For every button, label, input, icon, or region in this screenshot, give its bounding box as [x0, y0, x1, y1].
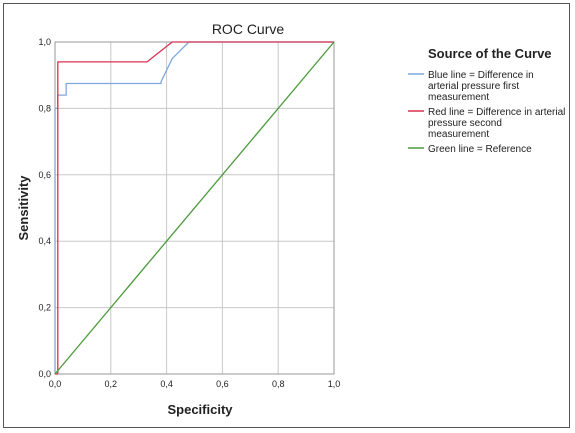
y-tick-label: 1,0 [38, 37, 51, 47]
y-tick-label: 0,2 [38, 303, 51, 313]
blue-roc-line [54, 41, 334, 374]
x-axis-label: Specificity [167, 402, 233, 417]
legend-entry-text: measurement [428, 129, 489, 140]
legend-entry-text: Green line = Reference [428, 144, 532, 155]
y-tick-label: 0,4 [38, 236, 51, 246]
red-roc-line [55, 41, 334, 375]
chart-frame: 0,0 0,2 0,4 0,6 0,8 1,0 0,0 0,2 0,4 0,6 0,8 1,0 ROC… [3, 3, 570, 428]
legend-entry-text: Red line = Difference in arterial [428, 107, 565, 118]
x-tick-label: 0,4 [160, 379, 173, 389]
legend: Source of the Curve Blue line = Differen… [408, 46, 565, 155]
y-tick-label: 0,6 [38, 170, 51, 180]
x-tick-label: 0,6 [216, 379, 229, 389]
x-tick-label: 0,8 [272, 379, 285, 389]
tick-labels: 0,0 0,2 0,4 0,6 0,8 1,0 0,0 0,2 0,4 0,6 0,8 1,0 [38, 37, 340, 389]
grid [55, 42, 334, 374]
x-tick-label: 1,0 [328, 379, 341, 389]
legend-entry-text: pressure second [428, 118, 502, 129]
x-tick-label: 0,2 [105, 379, 118, 389]
y-tick-label: 0,8 [38, 103, 51, 113]
legend-entry-text: arterial pressure first [428, 81, 519, 92]
chart-title: ROC Curve [212, 21, 285, 37]
x-tick-label: 0,0 [49, 379, 62, 389]
legend-title: Source of the Curve [428, 46, 552, 61]
legend-entry-text: measurement [428, 92, 489, 103]
y-axis-label: Sensitivity [16, 175, 31, 241]
green-reference-line [54, 41, 335, 375]
roc-chart: 0,0 0,2 0,4 0,6 0,8 1,0 0,0 0,2 0,4 0,6 0,8 1,0 ROC… [16, 21, 565, 417]
legend-entry-text: Blue line = Difference in [428, 70, 534, 81]
y-tick-label: 0,0 [38, 369, 51, 379]
series-layer [54, 41, 335, 375]
